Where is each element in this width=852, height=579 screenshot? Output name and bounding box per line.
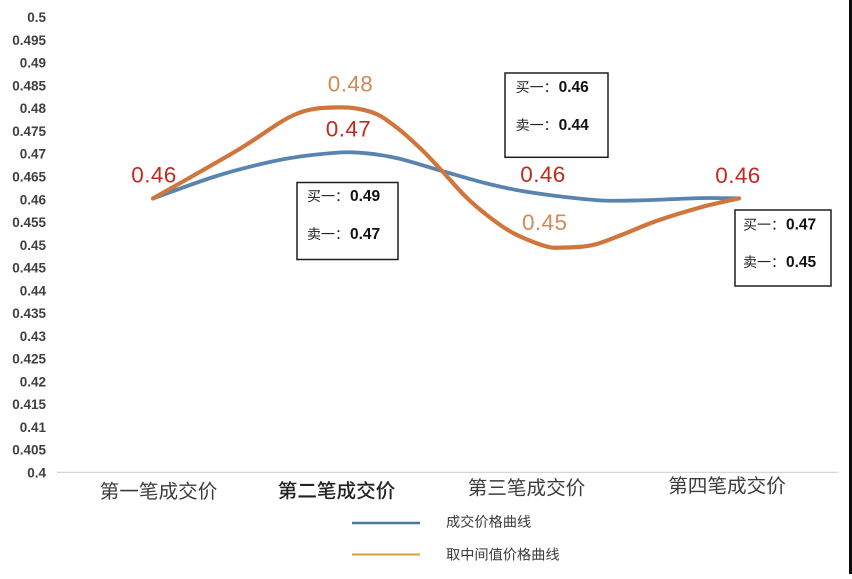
svg-text:0.405: 0.405 <box>12 443 46 458</box>
svg-text:0.495: 0.495 <box>12 33 46 48</box>
svg-text:0.47: 0.47 <box>350 226 380 243</box>
svg-text:0.46: 0.46 <box>520 162 565 187</box>
svg-text:0.445: 0.445 <box>12 261 46 276</box>
svg-text:0.48: 0.48 <box>20 101 47 116</box>
svg-text:0.44: 0.44 <box>559 117 590 134</box>
svg-text:0.45: 0.45 <box>786 254 817 271</box>
svg-text:0.44: 0.44 <box>20 283 47 298</box>
svg-text:0.485: 0.485 <box>12 78 46 93</box>
svg-text:0.49: 0.49 <box>20 56 46 71</box>
svg-text:0.46: 0.46 <box>131 163 176 188</box>
svg-text:0.425: 0.425 <box>12 352 46 367</box>
svg-text:0.46: 0.46 <box>715 163 760 188</box>
svg-text:0.5: 0.5 <box>27 10 46 25</box>
svg-text:0.45: 0.45 <box>522 210 567 235</box>
svg-text:0.475: 0.475 <box>12 124 46 139</box>
svg-text:0.46: 0.46 <box>559 79 590 96</box>
svg-text:0.415: 0.415 <box>12 397 46 412</box>
svg-text:0.47: 0.47 <box>786 217 816 234</box>
svg-text:0.46: 0.46 <box>20 192 47 207</box>
svg-text:0.465: 0.465 <box>12 170 46 185</box>
svg-text:0.42: 0.42 <box>20 374 46 389</box>
svg-text:0.47: 0.47 <box>326 117 371 142</box>
svg-text:0.435: 0.435 <box>12 306 46 321</box>
svg-text:0.43: 0.43 <box>20 329 47 344</box>
svg-text:0.48: 0.48 <box>328 72 373 97</box>
svg-text:0.455: 0.455 <box>12 215 46 230</box>
svg-text:0.49: 0.49 <box>350 188 381 205</box>
svg-text:0.4: 0.4 <box>27 466 46 481</box>
svg-text:0.41: 0.41 <box>20 420 47 435</box>
svg-text:0.47: 0.47 <box>20 147 46 162</box>
svg-text:0.45: 0.45 <box>20 238 47 253</box>
